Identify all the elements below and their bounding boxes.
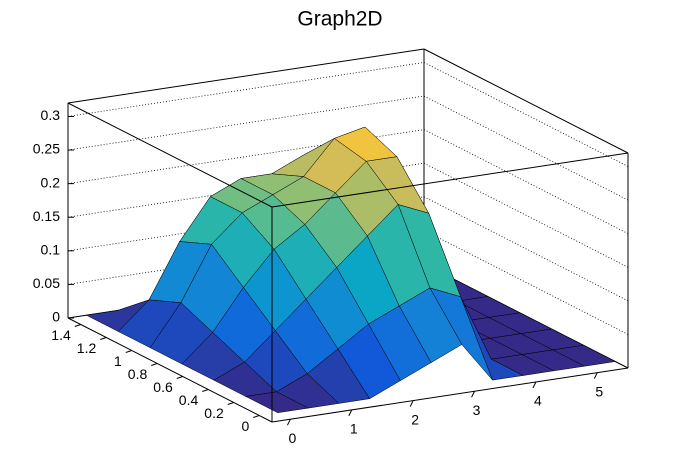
x-tick-label: 2 <box>411 411 419 427</box>
grid-line <box>67 95 425 151</box>
y-tick <box>74 324 81 327</box>
x-tick <box>593 372 598 379</box>
y-tick-label: 1 <box>114 353 122 369</box>
box-edge <box>271 152 629 208</box>
y-tick <box>100 337 107 340</box>
x-tick <box>348 409 353 417</box>
grid-line <box>423 95 629 201</box>
z-tick-label: 0.05 <box>33 275 60 291</box>
x-tick-label: 1 <box>350 421 358 437</box>
grid-line <box>423 230 629 335</box>
grid-line <box>423 162 629 268</box>
grid-line <box>67 62 425 117</box>
z-tick-label: 0.25 <box>33 141 60 157</box>
z-tick-label: 0.2 <box>41 174 61 190</box>
y-tick-label: 0.4 <box>179 392 199 408</box>
y-tick <box>176 376 183 379</box>
y-tick-label: 0.2 <box>204 405 224 421</box>
y-tick-label: 1.2 <box>77 340 97 356</box>
chart-title: Graph2D <box>297 8 382 31</box>
y-tick-label: 0.6 <box>153 379 173 395</box>
y-tick-label: 1.4 <box>51 327 71 343</box>
x-tick-label: 4 <box>534 393 542 409</box>
y-tick-label: 0 <box>241 418 249 434</box>
x-tick-label: 3 <box>473 402 481 418</box>
y-tick <box>227 402 234 405</box>
x-tick-label: 5 <box>595 383 603 399</box>
box-edge <box>271 367 629 423</box>
box-edge <box>67 48 425 104</box>
box-edge <box>67 317 273 423</box>
box-edge <box>423 48 629 154</box>
y-tick-label: 0.8 <box>128 366 148 382</box>
y-tick <box>253 415 260 418</box>
grid-line <box>423 62 629 167</box>
z-tick-label: 0.3 <box>41 107 61 123</box>
grid-line <box>423 196 629 302</box>
box-edge <box>67 102 273 208</box>
x-tick <box>532 381 537 389</box>
x-tick <box>471 391 475 398</box>
x-tick <box>286 418 291 426</box>
x-tick-label: 0 <box>289 430 297 446</box>
z-tick-label: 0.15 <box>33 208 60 224</box>
z-tick-label: 0.1 <box>41 242 61 258</box>
y-tick <box>125 350 132 353</box>
x-tick <box>409 400 414 407</box>
y-tick <box>202 389 209 392</box>
y-tick <box>151 363 158 366</box>
grid-line <box>423 129 629 234</box>
z-tick-label: 0 <box>52 309 60 325</box>
surface-cell <box>244 391 310 413</box>
